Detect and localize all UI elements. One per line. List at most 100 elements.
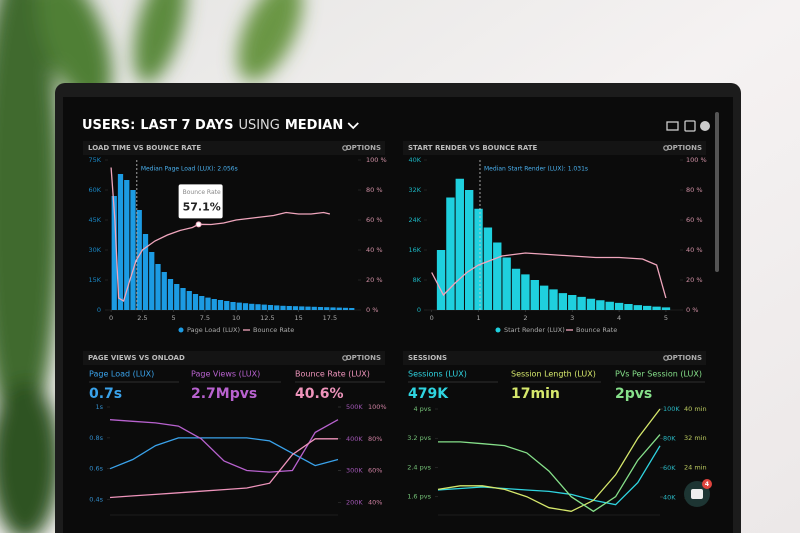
histogram-bar	[317, 307, 324, 310]
histogram-bar	[230, 302, 236, 310]
x-tick-label: 12.5	[260, 314, 274, 322]
y-tick-label: 75K	[88, 156, 101, 164]
metric-label: Bounce Rate (LUX)	[295, 370, 370, 379]
legend-label: Bounce Rate	[253, 326, 294, 334]
histogram-bar	[249, 303, 255, 310]
y-tick-label: 0 %	[366, 306, 378, 314]
chat-icon	[691, 489, 703, 499]
y-tick-label: 0.6s	[89, 465, 103, 473]
histogram-bar	[624, 304, 633, 310]
header-title[interactable]: USERS: LAST 7 DAYS USING MEDIAN	[82, 118, 343, 133]
y-tick-label: 1s	[95, 403, 103, 411]
series-line	[109, 419, 339, 473]
panel-title: PAGE VIEWS VS ONLOAD	[88, 354, 185, 362]
y-tick-label: 400K	[346, 435, 363, 443]
scrollbar[interactable]	[715, 112, 719, 272]
options-button[interactable]: OPTIONS	[667, 354, 702, 362]
y-tick-label: 0.8s	[89, 434, 103, 442]
panel-header	[403, 351, 706, 365]
options-gear[interactable]	[342, 355, 348, 361]
histogram-bar	[299, 306, 305, 310]
y-tick-label: 80 %	[686, 186, 703, 194]
options-gear[interactable]	[663, 145, 669, 151]
histogram-bar	[155, 264, 161, 310]
tooltip-value: 57.1%	[183, 200, 221, 213]
y-tick-label: 0 %	[686, 306, 698, 314]
x-tick-label: 4	[617, 314, 621, 322]
y-tick-label: 40 %	[366, 246, 383, 254]
options-button[interactable]: OPTIONS	[346, 354, 381, 362]
options-button[interactable]: OPTIONS	[667, 144, 702, 152]
y-tick-label: 45K	[88, 216, 101, 224]
series-line	[438, 434, 661, 513]
histogram-bar	[311, 306, 317, 310]
x-tick-label: 2.5	[137, 314, 147, 322]
options-gear[interactable]	[663, 355, 669, 361]
histogram-bar	[661, 307, 671, 310]
tooltip-box	[178, 184, 223, 219]
y-tick-label: 32 min	[684, 434, 707, 442]
header-part: LAST 7 DAYS	[140, 118, 233, 133]
histogram-bar	[324, 307, 330, 310]
metric-value: 2pvs	[615, 386, 652, 402]
histogram-bar	[242, 303, 249, 310]
y-tick-label: 0	[97, 306, 101, 314]
histogram-bar	[643, 305, 652, 310]
image-icon[interactable]	[684, 120, 696, 132]
metric-label: PVs Per Session (LUX)	[615, 370, 702, 379]
y-tick-label: 60K	[663, 464, 676, 472]
histogram-bar	[180, 288, 186, 310]
y-tick-label: 80%	[368, 435, 382, 443]
histogram-bar	[305, 306, 311, 310]
y-tick-label: 60 %	[366, 216, 383, 224]
histogram-bar	[502, 257, 511, 310]
options-gear[interactable]	[342, 145, 348, 151]
histogram-bar	[493, 242, 502, 310]
header-part: USING	[238, 118, 279, 133]
histogram-bar	[211, 299, 217, 310]
metric-value: 40.6%	[295, 386, 344, 402]
series-line	[437, 445, 661, 506]
x-tick-label: 1	[476, 314, 480, 322]
median-label: Median Page Load (LUX): 2.056s	[141, 166, 238, 173]
y-tick-label: 60 %	[686, 216, 703, 224]
y-tick-label: 20 %	[366, 276, 383, 284]
help-icon[interactable]	[700, 121, 710, 131]
dropdown-chevron[interactable]	[347, 122, 359, 130]
histogram-bar	[261, 304, 267, 310]
options-button[interactable]: OPTIONS	[346, 144, 381, 152]
y-tick-label: 30K	[88, 246, 101, 254]
metric-value: 479K	[408, 386, 449, 402]
histogram-bar	[142, 234, 149, 310]
histogram-bar	[292, 306, 299, 310]
x-tick-label: 0	[430, 314, 434, 322]
histogram-bar	[130, 190, 136, 310]
histogram-bar	[568, 295, 577, 310]
monitor-icon[interactable]	[666, 121, 679, 131]
histogram-bar	[236, 302, 242, 310]
histogram-bar	[530, 280, 539, 310]
chat-button[interactable]: 4	[684, 479, 712, 507]
x-tick-label: 2	[523, 314, 527, 322]
histogram-bar	[342, 307, 349, 310]
y-tick-label: 20 %	[686, 276, 703, 284]
histogram-bar	[474, 208, 483, 310]
y-tick-label: 0.4s	[89, 496, 103, 504]
metric-value: 2.7Mpvs	[191, 386, 257, 402]
histogram-bar	[596, 300, 605, 310]
y-tick-label: 0	[417, 306, 421, 314]
histogram-bar	[446, 197, 455, 310]
legend-swatch	[178, 327, 184, 333]
metric-label: Page Load (LUX)	[89, 370, 154, 379]
histogram-bar	[117, 174, 124, 310]
y-tick-label: 40%	[368, 498, 382, 506]
panel-header	[83, 141, 385, 155]
histogram-bar	[199, 296, 205, 310]
median-label: Median Start Render (LUX): 1.031s	[484, 166, 588, 173]
histogram-bar	[267, 305, 274, 310]
x-tick-label: 5	[664, 314, 668, 322]
y-tick-label: 15K	[88, 276, 101, 284]
y-tick-label: 40 min	[684, 405, 707, 413]
histogram-bar	[217, 300, 224, 310]
